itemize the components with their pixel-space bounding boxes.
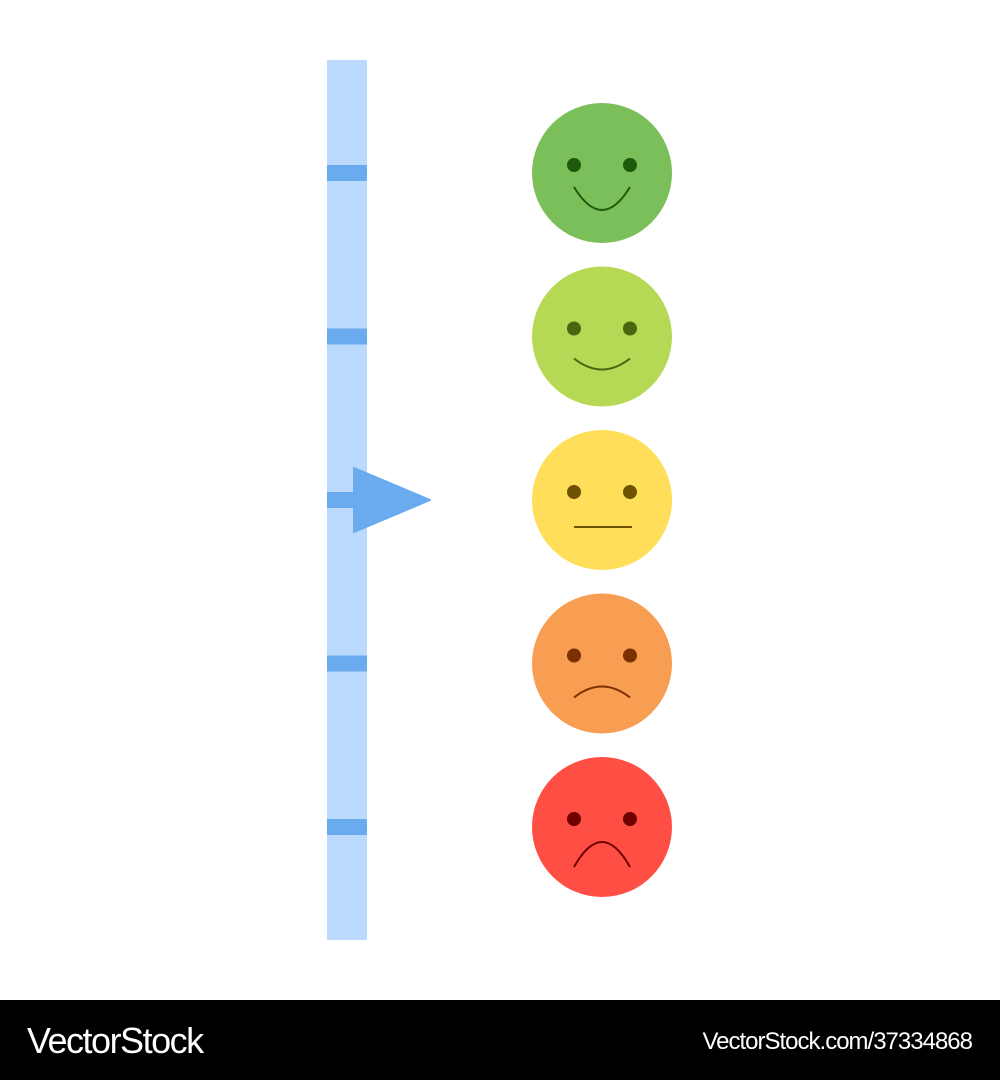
right-eye [623,158,637,172]
face-circle [532,593,672,734]
face-circle [532,103,672,243]
face-very-happy-icon [532,103,672,243]
scale-tick [327,819,367,835]
left-eye [567,648,581,663]
right-eye [623,648,637,663]
watermark-footer: VectorStock VectorStock.com/37334868 [0,1000,1000,1080]
left-eye [567,812,581,826]
scale-tick [327,655,367,672]
left-eye [567,485,581,499]
left-eye [567,321,581,336]
face-circle [532,266,672,407]
mouth [573,357,631,371]
mouth [573,685,631,699]
brand-logo: VectorStock [27,1020,204,1061]
mouth [573,186,631,211]
right-eye [623,485,637,499]
scale-tick [327,165,367,181]
right-eye [623,321,637,336]
face-circle [532,757,672,897]
arrow-head [353,467,431,533]
mood-scale-illustration [327,60,672,940]
left-eye [567,158,581,172]
image-url: VectorStock.com/37334868 [702,1028,973,1055]
arrow-stem [327,492,357,508]
face-very-sad-icon [532,757,672,897]
face-neutral-icon [532,430,672,570]
pointer-arrow-icon [327,467,431,533]
right-eye [623,812,637,826]
mouth [573,841,631,868]
face-circle [532,430,672,570]
face-happy-icon [532,266,672,407]
face-sad-icon [532,593,672,734]
scale-tick [327,328,367,345]
